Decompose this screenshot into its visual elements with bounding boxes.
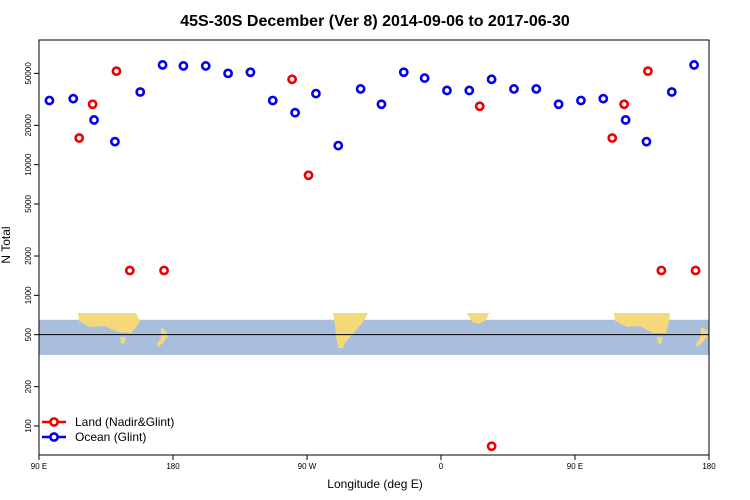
x-tick-label: 0 (439, 462, 444, 471)
data-point (619, 99, 630, 110)
data-point (290, 107, 300, 118)
y-tick-label: 5000 (24, 195, 33, 213)
data-point (159, 265, 169, 276)
map-band (39, 313, 709, 355)
x-axis: 90 E 180 90 W 0 90 E 180 (31, 455, 716, 471)
data-point (656, 265, 667, 276)
x-tick-label: 90 E (567, 462, 583, 471)
land-shape (657, 337, 663, 344)
data-point (442, 85, 452, 96)
data-point (376, 99, 387, 110)
y-tick-label: 500 (24, 327, 33, 341)
y-tick-label: 10000 (24, 153, 33, 176)
land-shape (78, 313, 140, 333)
legend-label: Land (Nadir&Glint) (75, 415, 174, 429)
y-tick-label: 200 (24, 379, 33, 393)
y-axis: 100 200 500 1000 2000 5000 10000 20000 50000 (24, 62, 39, 433)
chart-title: 45S-30S December (Ver 8) 2014-09-06 to 2… (180, 13, 570, 30)
data-point (267, 95, 278, 106)
data-point (598, 93, 609, 104)
data-point (111, 66, 122, 77)
data-point (486, 441, 497, 452)
land-shape (467, 313, 489, 324)
data-point (311, 88, 321, 99)
y-axis-label: N Total (0, 226, 13, 263)
data-point (553, 99, 564, 110)
x-tick-label: 180 (166, 462, 180, 471)
plot-frame (38, 39, 710, 456)
data-point (398, 67, 409, 78)
data-point (643, 66, 653, 77)
x-tick-label: 90 W (298, 462, 317, 471)
map-ocean (39, 319, 709, 355)
data-point (44, 95, 55, 106)
legend: Land (Nadir&Glint)Ocean (Glint) (42, 415, 174, 444)
data-point (689, 60, 700, 70)
data-point (68, 93, 79, 104)
data-point (419, 73, 430, 83)
legend-marker (49, 432, 59, 442)
series-land (74, 66, 701, 452)
land-shape (120, 337, 126, 344)
x-axis-label: Longitude (deg E) (327, 477, 422, 491)
y-tick-label: 100 (24, 419, 33, 433)
data-point (620, 115, 631, 125)
data-point (124, 265, 135, 276)
data-point (641, 136, 652, 147)
series-ocean (44, 60, 700, 151)
data-point (87, 99, 98, 110)
data-point (223, 68, 233, 79)
data-point (531, 84, 542, 94)
data-point (303, 170, 314, 181)
data-point (178, 61, 189, 71)
data-point (576, 95, 586, 106)
data-point (135, 87, 146, 97)
data-point (607, 133, 618, 143)
data-point (509, 84, 519, 94)
data-point (355, 84, 366, 94)
land-shape (157, 327, 168, 347)
data-point (110, 136, 120, 147)
data-point (157, 60, 168, 70)
y-tick-label: 20000 (24, 114, 33, 137)
x-tick-label: 90 E (31, 462, 47, 471)
legend-label: Ocean (Glint) (75, 430, 146, 444)
map-land (78, 313, 708, 348)
data-point (690, 265, 701, 276)
data-points (44, 60, 701, 452)
land-shape (614, 313, 670, 333)
data-point (200, 61, 211, 71)
data-point (89, 115, 99, 125)
data-point (333, 140, 344, 151)
data-point (287, 74, 298, 85)
y-tick-label: 1000 (24, 286, 33, 304)
data-point (74, 133, 85, 143)
data-point (245, 67, 256, 78)
data-point (464, 85, 475, 96)
data-point (486, 74, 497, 85)
y-tick-label: 2000 (24, 247, 33, 265)
data-point (474, 101, 485, 112)
y-tick-label: 50000 (24, 62, 33, 85)
land-shape (333, 313, 368, 348)
legend-marker (49, 417, 59, 427)
data-point (666, 87, 677, 97)
land-shape (696, 327, 708, 347)
x-tick-label: 180 (702, 462, 716, 471)
